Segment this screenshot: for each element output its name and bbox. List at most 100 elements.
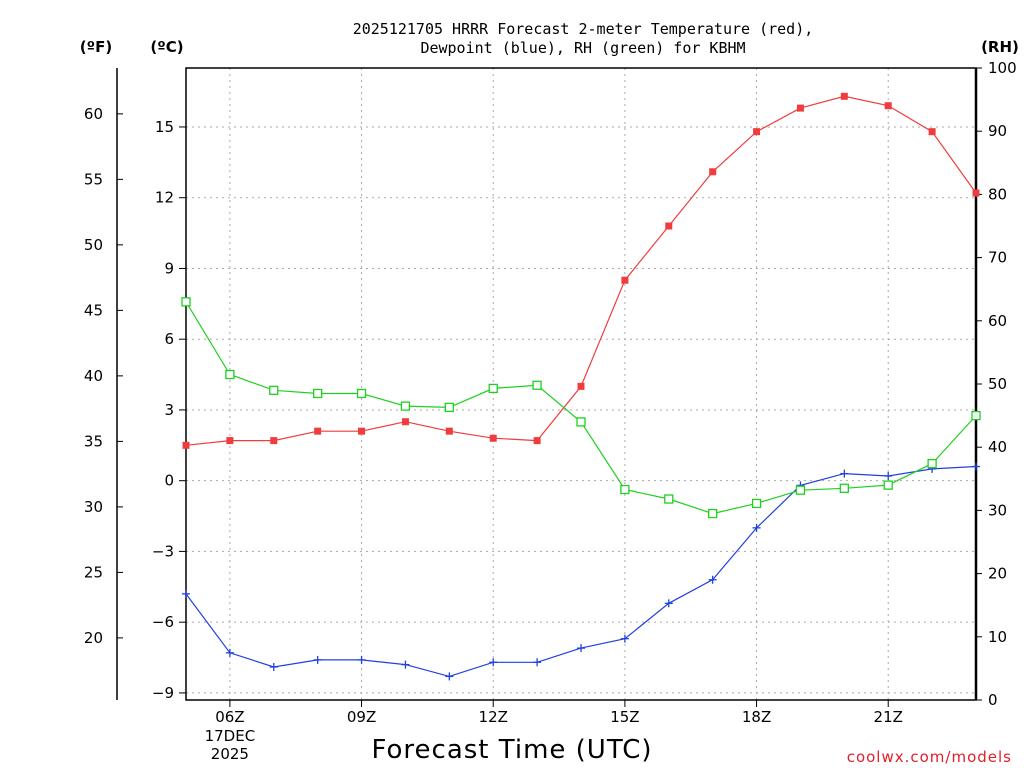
fahrenheit-tick-label: 30: [84, 498, 103, 516]
dewpoint-point: [401, 660, 410, 669]
fahrenheit-tick-label: 45: [84, 301, 103, 319]
rh-point: [971, 410, 981, 421]
rh-point: [444, 402, 454, 413]
chart-subtitle: Dewpoint (blue), RH (green) for KBHM: [420, 39, 745, 57]
rh-tick-label: 20: [988, 565, 1007, 583]
rh-point: [356, 388, 367, 399]
temperature-point: [972, 189, 980, 197]
celsius-tick-label: 12: [155, 189, 174, 207]
dewpoint-point: [840, 469, 849, 478]
dewpoint-point: [972, 462, 980, 471]
series-lines: [181, 92, 981, 681]
x-tick-date: 17DEC: [205, 727, 256, 745]
rh-tick-label: 50: [988, 375, 1007, 393]
dewpoint-point: [489, 658, 498, 667]
temperature-point: [884, 102, 892, 110]
x-tick-label: 15Z: [610, 708, 639, 726]
rh-line: [185, 301, 977, 515]
temperature-point: [753, 128, 761, 136]
rh-point: [664, 494, 674, 504]
fahrenheit-tick-label: 35: [84, 432, 103, 450]
rh-point: [532, 380, 542, 390]
rh-point: [751, 498, 762, 509]
rh-tick-label: 70: [988, 249, 1007, 267]
dewpoint-point: [269, 662, 278, 671]
dewpoint-point: [620, 634, 629, 643]
dewpoint-point: [577, 644, 585, 653]
dewpoint-point: [533, 658, 542, 667]
rh-tick-label: 40: [988, 438, 1007, 456]
rh-point: [576, 417, 586, 427]
rh-point: [927, 458, 937, 469]
temperature-point: [577, 382, 585, 390]
rh-tick-label: 100: [988, 59, 1017, 77]
temperature-point: [226, 437, 234, 445]
dewpoint-point: [708, 575, 717, 584]
celsius-tick-label: 3: [164, 401, 174, 419]
rh-tick-label: 90: [988, 122, 1007, 140]
temperature-point: [796, 104, 804, 112]
temperature-point: [665, 222, 673, 230]
rh-tick-label: 80: [988, 185, 1007, 203]
axes: −9−6−30369121520253035404550556001020304…: [84, 59, 1017, 763]
dewpoint-point: [313, 655, 322, 664]
dewpoint-point: [225, 648, 234, 657]
credit-link[interactable]: coolwx.com/models: [847, 748, 1012, 766]
fahrenheit-tick-label: 50: [84, 236, 103, 254]
chart-title: 2025121705 HRRR Forecast 2-meter Tempera…: [353, 20, 814, 38]
fahrenheit-tick-label: 20: [84, 629, 103, 647]
rh-point: [488, 383, 498, 394]
temperature-point: [270, 437, 278, 445]
x-axis-title: Forecast Time (UTC): [371, 735, 652, 765]
dewpoint-point: [445, 672, 454, 681]
temperature-point: [401, 418, 409, 426]
celsius-tick-label: −6: [152, 613, 174, 631]
rh-tick-label: 30: [988, 501, 1007, 519]
rh-point: [181, 297, 191, 307]
celsius-tick-label: 6: [164, 330, 174, 348]
temperature-point: [533, 437, 541, 445]
celsius-tick-label: 15: [155, 118, 174, 136]
rh-point: [400, 401, 411, 411]
celsius-tick-label: −9: [152, 684, 174, 702]
fahrenheit-tick-label: 40: [84, 367, 103, 385]
fahrenheit-unit-label: (ºF): [80, 38, 112, 56]
x-tick-label: 06Z: [215, 708, 244, 726]
dewpoint-point: [357, 655, 366, 664]
rh-tick-label: 60: [988, 312, 1007, 330]
temperature-point: [489, 434, 497, 442]
temperature-point: [928, 128, 936, 136]
rh-point: [225, 369, 235, 380]
celsius-tick-label: 9: [164, 259, 174, 277]
rh-point: [269, 385, 279, 395]
dewpoint-point: [182, 589, 190, 598]
temperature-point: [445, 427, 453, 435]
rh-point: [708, 508, 718, 519]
rh-point: [883, 480, 893, 490]
rh-point: [620, 484, 630, 495]
rh-tick-label: 10: [988, 628, 1007, 646]
rh-tick-label: 0: [988, 691, 998, 709]
dewpoint-point: [664, 599, 673, 608]
x-tick-label: 12Z: [479, 708, 508, 726]
dewpoint-point: [752, 523, 761, 532]
celsius-tick-label: −3: [152, 542, 174, 560]
temperature-point: [840, 92, 848, 100]
celsius-unit-label: (ºC): [150, 38, 183, 56]
dewpoint-point: [884, 471, 893, 480]
fahrenheit-tick-label: 60: [84, 105, 103, 123]
celsius-tick-label: 0: [164, 472, 174, 490]
x-tick-label: 18Z: [742, 708, 771, 726]
x-tick-label: 09Z: [347, 708, 376, 726]
temperature-point: [709, 168, 717, 176]
fahrenheit-tick-label: 25: [84, 563, 103, 581]
x-tick-label: 21Z: [874, 708, 903, 726]
rh-point: [795, 485, 806, 495]
x-tick-year: 2025: [211, 745, 249, 763]
rh-unit-label: (RH): [981, 38, 1019, 56]
rh-point: [313, 388, 323, 399]
temperature-point: [358, 427, 366, 435]
temperature-point: [182, 441, 190, 449]
fahrenheit-tick-label: 55: [84, 170, 103, 188]
